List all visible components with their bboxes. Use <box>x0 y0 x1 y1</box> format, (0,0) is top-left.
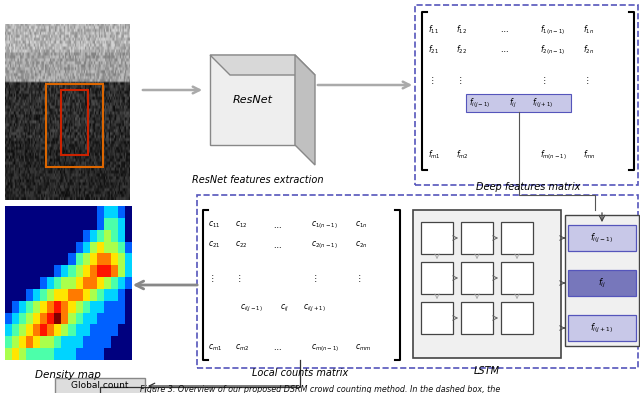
Text: $f_{i(j+1)}$: $f_{i(j+1)}$ <box>590 321 614 334</box>
Bar <box>501 302 533 334</box>
Text: $\cdots$: $\cdots$ <box>500 46 509 55</box>
Text: $f_{12}$: $f_{12}$ <box>456 24 467 36</box>
Text: $\vdots$: $\vdots$ <box>428 75 434 86</box>
Text: $\vdots$: $\vdots$ <box>540 75 546 86</box>
Text: $\vdots$: $\vdots$ <box>311 272 317 283</box>
Text: $f_{m1}$: $f_{m1}$ <box>428 149 441 161</box>
Bar <box>61 90 88 155</box>
Text: $c_{m2}$: $c_{m2}$ <box>235 343 250 353</box>
Text: $f_{21}$: $f_{21}$ <box>428 44 439 56</box>
Text: $\vdots$: $\vdots$ <box>456 75 462 86</box>
Text: $f_{m(n-1)}$: $f_{m(n-1)}$ <box>540 148 567 162</box>
Bar <box>461 222 493 254</box>
Text: $\cdots$: $\cdots$ <box>273 220 282 230</box>
Text: Image: Image <box>49 175 81 185</box>
Text: ResNet features extraction: ResNet features extraction <box>192 175 323 185</box>
Text: $f_{1(n-1)}$: $f_{1(n-1)}$ <box>540 23 565 37</box>
Polygon shape <box>210 55 295 145</box>
Text: $c_{i(j-1)}$: $c_{i(j-1)}$ <box>240 303 263 314</box>
Text: $f_{m2}$: $f_{m2}$ <box>456 149 468 161</box>
Text: LSTM: LSTM <box>474 366 500 376</box>
Text: $f_{mn}$: $f_{mn}$ <box>583 149 596 161</box>
Text: $c_{11}$: $c_{11}$ <box>208 220 220 230</box>
Bar <box>55 378 145 393</box>
Polygon shape <box>295 55 315 165</box>
Text: $f_{2(n-1)}$: $f_{2(n-1)}$ <box>540 43 565 57</box>
Text: $c_{21}$: $c_{21}$ <box>208 240 220 250</box>
Bar <box>421 302 453 334</box>
Text: $c_{1(n-1)}$: $c_{1(n-1)}$ <box>311 219 338 231</box>
Text: $c_{mm}$: $c_{mm}$ <box>355 343 371 353</box>
Text: ResNet: ResNet <box>232 95 273 105</box>
Text: $\cdots$: $\cdots$ <box>500 26 509 35</box>
Text: Figure 3. Overview of our proposed DSRM crowd counting method. In the dashed box: Figure 3. Overview of our proposed DSRM … <box>140 385 500 393</box>
Text: $c_{ij}$: $c_{ij}$ <box>280 303 289 314</box>
Polygon shape <box>210 55 315 75</box>
Text: $c_{2(n-1)}$: $c_{2(n-1)}$ <box>311 239 338 251</box>
Text: $c_{i(j+1)}$: $c_{i(j+1)}$ <box>303 303 326 314</box>
Text: $\vdots$: $\vdots$ <box>208 272 214 283</box>
Bar <box>421 222 453 254</box>
Text: $\vdots$: $\vdots$ <box>583 75 589 86</box>
Text: $\vdots$: $\vdots$ <box>355 272 361 283</box>
Text: $f_{2n}$: $f_{2n}$ <box>583 44 594 56</box>
Bar <box>421 262 453 294</box>
Text: $f_{1n}$: $f_{1n}$ <box>583 24 594 36</box>
Text: $c_{22}$: $c_{22}$ <box>235 240 248 250</box>
Text: $f_{ij}$: $f_{ij}$ <box>598 276 606 290</box>
Bar <box>565 215 639 346</box>
Bar <box>568 315 636 341</box>
Bar <box>413 210 561 358</box>
Bar <box>45 84 103 167</box>
Bar <box>415 5 638 185</box>
Text: $c_{2n}$: $c_{2n}$ <box>355 240 367 250</box>
Text: Density map: Density map <box>35 370 101 380</box>
Text: $f_{11}$: $f_{11}$ <box>428 24 439 36</box>
Text: Global count: Global count <box>71 382 129 391</box>
Text: $f_{ij}$: $f_{ij}$ <box>509 96 516 110</box>
Bar <box>501 222 533 254</box>
Text: $\cdots$: $\cdots$ <box>273 343 282 353</box>
Bar <box>461 302 493 334</box>
Bar <box>466 94 571 112</box>
Text: Local counts matrix: Local counts matrix <box>252 368 348 378</box>
Text: $f_{i(j+1)}$: $f_{i(j+1)}$ <box>532 96 554 110</box>
Text: $c_{1n}$: $c_{1n}$ <box>355 220 367 230</box>
Bar <box>197 195 638 368</box>
Text: Deep features matrix: Deep features matrix <box>476 182 580 192</box>
Bar <box>568 270 636 296</box>
Text: $c_{12}$: $c_{12}$ <box>235 220 248 230</box>
Text: $c_{m1}$: $c_{m1}$ <box>208 343 222 353</box>
Bar <box>501 262 533 294</box>
Text: $\vdots$: $\vdots$ <box>235 272 241 283</box>
Text: $c_{m(n-1)}$: $c_{m(n-1)}$ <box>311 342 339 354</box>
Text: $f_{i(j-1)}$: $f_{i(j-1)}$ <box>590 231 614 244</box>
Bar <box>568 225 636 251</box>
Bar <box>461 262 493 294</box>
Text: $f_{i(j-1)}$: $f_{i(j-1)}$ <box>469 96 490 110</box>
Text: $\cdots$: $\cdots$ <box>273 241 282 250</box>
Text: $f_{22}$: $f_{22}$ <box>456 44 467 56</box>
